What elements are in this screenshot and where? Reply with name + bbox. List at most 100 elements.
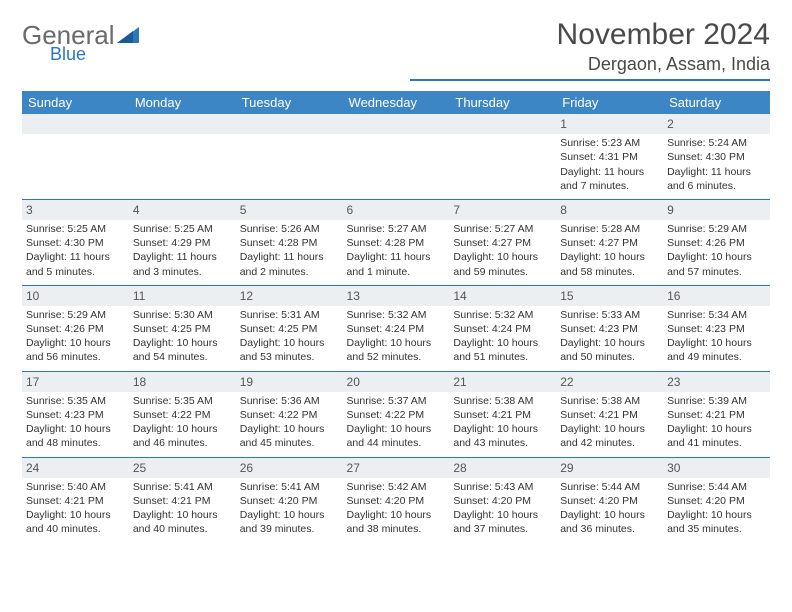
day-number: 9 [663, 200, 770, 220]
sunrise-text: Sunrise: 5:33 AM [560, 308, 659, 322]
day-number: 30 [663, 458, 770, 478]
day-number: 1 [556, 114, 663, 134]
sunrise-text: Sunrise: 5:43 AM [453, 480, 552, 494]
calendar-cell [449, 114, 556, 199]
day-number: 8 [556, 200, 663, 220]
day-number [236, 114, 343, 134]
day-number: 27 [343, 458, 450, 478]
sunrise-text: Sunrise: 5:29 AM [26, 308, 125, 322]
daylight-text: Daylight: 10 hours and 40 minutes. [133, 508, 232, 536]
sunrise-text: Sunrise: 5:44 AM [667, 480, 766, 494]
sunset-text: Sunset: 4:29 PM [133, 236, 232, 250]
sunset-text: Sunset: 4:23 PM [26, 408, 125, 422]
sunset-text: Sunset: 4:21 PM [560, 408, 659, 422]
day-details: Sunrise: 5:34 AMSunset: 4:23 PMDaylight:… [667, 308, 766, 365]
calendar-cell: 25Sunrise: 5:41 AMSunset: 4:21 PMDayligh… [129, 457, 236, 542]
sunset-text: Sunset: 4:24 PM [453, 322, 552, 336]
day-details: Sunrise: 5:35 AMSunset: 4:22 PMDaylight:… [133, 394, 232, 451]
daylight-text: Daylight: 11 hours and 7 minutes. [560, 165, 659, 193]
sunrise-text: Sunrise: 5:31 AM [240, 308, 339, 322]
daylight-text: Daylight: 11 hours and 2 minutes. [240, 250, 339, 278]
day-number: 4 [129, 200, 236, 220]
day-number: 25 [129, 458, 236, 478]
calendar-cell: 20Sunrise: 5:37 AMSunset: 4:22 PMDayligh… [343, 371, 450, 457]
calendar-cell: 13Sunrise: 5:32 AMSunset: 4:24 PMDayligh… [343, 285, 450, 371]
day-number: 28 [449, 458, 556, 478]
day-number: 6 [343, 200, 450, 220]
day-number: 7 [449, 200, 556, 220]
day-details: Sunrise: 5:23 AMSunset: 4:31 PMDaylight:… [560, 136, 659, 193]
sunrise-text: Sunrise: 5:40 AM [26, 480, 125, 494]
sunset-text: Sunset: 4:23 PM [667, 322, 766, 336]
day-number: 15 [556, 286, 663, 306]
daylight-text: Daylight: 10 hours and 51 minutes. [453, 336, 552, 364]
sunrise-text: Sunrise: 5:29 AM [667, 222, 766, 236]
calendar-cell [343, 114, 450, 199]
weekday-header: Thursday [449, 91, 556, 114]
day-number [449, 114, 556, 134]
sunset-text: Sunset: 4:22 PM [347, 408, 446, 422]
sunrise-text: Sunrise: 5:41 AM [240, 480, 339, 494]
calendar-cell: 12Sunrise: 5:31 AMSunset: 4:25 PMDayligh… [236, 285, 343, 371]
weekday-header: Tuesday [236, 91, 343, 114]
daylight-text: Daylight: 10 hours and 36 minutes. [560, 508, 659, 536]
sunset-text: Sunset: 4:24 PM [347, 322, 446, 336]
sunset-text: Sunset: 4:27 PM [560, 236, 659, 250]
day-number: 3 [22, 200, 129, 220]
sunrise-text: Sunrise: 5:32 AM [347, 308, 446, 322]
day-details: Sunrise: 5:41 AMSunset: 4:20 PMDaylight:… [240, 480, 339, 537]
sunrise-text: Sunrise: 5:38 AM [560, 394, 659, 408]
calendar-cell: 8Sunrise: 5:28 AMSunset: 4:27 PMDaylight… [556, 199, 663, 285]
sunset-text: Sunset: 4:25 PM [133, 322, 232, 336]
sunset-text: Sunset: 4:31 PM [560, 150, 659, 164]
day-details: Sunrise: 5:25 AMSunset: 4:30 PMDaylight:… [26, 222, 125, 279]
sunrise-text: Sunrise: 5:35 AM [133, 394, 232, 408]
calendar-cell: 4Sunrise: 5:25 AMSunset: 4:29 PMDaylight… [129, 199, 236, 285]
day-number: 21 [449, 372, 556, 392]
day-details: Sunrise: 5:38 AMSunset: 4:21 PMDaylight:… [560, 394, 659, 451]
day-number: 14 [449, 286, 556, 306]
sunset-text: Sunset: 4:21 PM [133, 494, 232, 508]
calendar-row: 3Sunrise: 5:25 AMSunset: 4:30 PMDaylight… [22, 199, 770, 285]
day-details: Sunrise: 5:36 AMSunset: 4:22 PMDaylight:… [240, 394, 339, 451]
day-number: 18 [129, 372, 236, 392]
calendar-cell: 1Sunrise: 5:23 AMSunset: 4:31 PMDaylight… [556, 114, 663, 199]
day-details: Sunrise: 5:25 AMSunset: 4:29 PMDaylight:… [133, 222, 232, 279]
sunset-text: Sunset: 4:25 PM [240, 322, 339, 336]
day-details: Sunrise: 5:39 AMSunset: 4:21 PMDaylight:… [667, 394, 766, 451]
calendar-cell: 17Sunrise: 5:35 AMSunset: 4:23 PMDayligh… [22, 371, 129, 457]
daylight-text: Daylight: 10 hours and 43 minutes. [453, 422, 552, 450]
day-number: 12 [236, 286, 343, 306]
calendar-cell: 6Sunrise: 5:27 AMSunset: 4:28 PMDaylight… [343, 199, 450, 285]
calendar-cell: 23Sunrise: 5:39 AMSunset: 4:21 PMDayligh… [663, 371, 770, 457]
calendar-cell: 10Sunrise: 5:29 AMSunset: 4:26 PMDayligh… [22, 285, 129, 371]
calendar-cell: 18Sunrise: 5:35 AMSunset: 4:22 PMDayligh… [129, 371, 236, 457]
daylight-text: Daylight: 10 hours and 35 minutes. [667, 508, 766, 536]
daylight-text: Daylight: 10 hours and 38 minutes. [347, 508, 446, 536]
daylight-text: Daylight: 11 hours and 3 minutes. [133, 250, 232, 278]
daylight-text: Daylight: 10 hours and 45 minutes. [240, 422, 339, 450]
weekday-header: Friday [556, 91, 663, 114]
calendar-cell: 27Sunrise: 5:42 AMSunset: 4:20 PMDayligh… [343, 457, 450, 542]
sunrise-text: Sunrise: 5:44 AM [560, 480, 659, 494]
calendar-cell [129, 114, 236, 199]
title-block: November 2024 Dergaon, Assam, India [410, 18, 770, 81]
sunrise-text: Sunrise: 5:36 AM [240, 394, 339, 408]
day-number: 19 [236, 372, 343, 392]
month-title: November 2024 [410, 18, 770, 52]
daylight-text: Daylight: 10 hours and 48 minutes. [26, 422, 125, 450]
sunrise-text: Sunrise: 5:25 AM [26, 222, 125, 236]
calendar-cell: 3Sunrise: 5:25 AMSunset: 4:30 PMDaylight… [22, 199, 129, 285]
calendar-cell: 2Sunrise: 5:24 AMSunset: 4:30 PMDaylight… [663, 114, 770, 199]
sunrise-text: Sunrise: 5:23 AM [560, 136, 659, 150]
sunset-text: Sunset: 4:20 PM [453, 494, 552, 508]
calendar-cell: 30Sunrise: 5:44 AMSunset: 4:20 PMDayligh… [663, 457, 770, 542]
daylight-text: Daylight: 10 hours and 49 minutes. [667, 336, 766, 364]
day-number: 16 [663, 286, 770, 306]
daylight-text: Daylight: 10 hours and 41 minutes. [667, 422, 766, 450]
day-number: 24 [22, 458, 129, 478]
header: General Blue November 2024 Dergaon, Assa… [22, 18, 770, 81]
day-details: Sunrise: 5:29 AMSunset: 4:26 PMDaylight:… [667, 222, 766, 279]
sunrise-text: Sunrise: 5:39 AM [667, 394, 766, 408]
sunrise-text: Sunrise: 5:37 AM [347, 394, 446, 408]
